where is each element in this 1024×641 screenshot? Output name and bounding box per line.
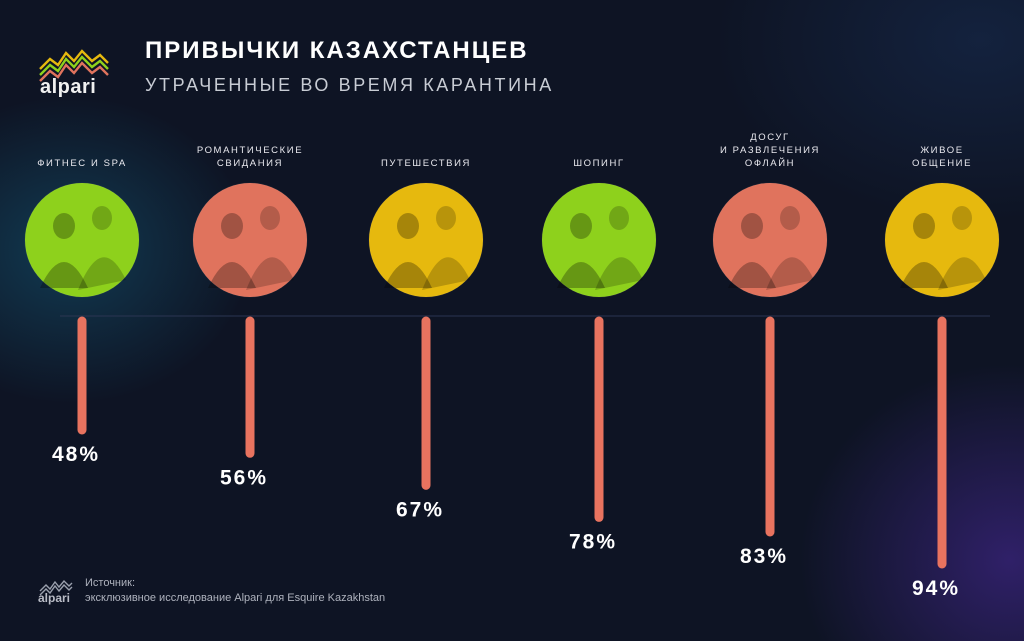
category-label: ШОПИНГ <box>573 158 624 169</box>
figure-head-icon <box>53 213 75 239</box>
photo-circle <box>369 183 483 297</box>
figure-body-icon <box>595 257 643 290</box>
photo-circle-rim <box>24 182 140 298</box>
figure-body-icon <box>384 262 432 288</box>
category-label: ОБЩЕНИЕ <box>912 158 972 169</box>
alpari-logo-icon <box>39 49 109 82</box>
figure-head-icon <box>397 213 419 239</box>
figure-body-icon <box>728 262 776 288</box>
alpari-small-logo-icon <box>39 579 73 596</box>
figure-head-icon <box>780 206 800 230</box>
figure-body-icon <box>40 262 88 288</box>
page-title: ПРИВЫЧКИ КАЗАХСТАНЦЕВ <box>145 37 529 64</box>
source-text: эксклюзивное исследование Alpari для Esq… <box>85 592 386 604</box>
figure-head-icon <box>221 213 243 239</box>
category-label: ДОСУГ <box>750 132 790 143</box>
footer-logo-text: alpari <box>38 591 71 605</box>
figure-head-icon <box>741 213 763 239</box>
category-label: ЖИВОЕ <box>920 145 963 156</box>
figure-head-icon <box>952 206 972 230</box>
figure-body-icon <box>557 262 605 288</box>
figure-head-icon <box>570 213 592 239</box>
figure-body-icon <box>78 257 126 290</box>
photo-circle-rim <box>541 182 657 298</box>
photo-circle-rim <box>712 182 828 298</box>
figure-head-icon <box>260 206 280 230</box>
category-label: СВИДАНИЯ <box>217 158 283 169</box>
category-label: ФИТНЕС И SPA <box>37 158 127 169</box>
figure-body-icon <box>938 257 986 290</box>
figure-head-icon <box>609 206 629 230</box>
figure-head-icon <box>92 206 112 230</box>
photo-circle <box>542 183 656 297</box>
source-title: Источник: <box>85 577 136 589</box>
photo-circle <box>713 183 827 297</box>
category-label: ПУТЕШЕСТВИЯ <box>381 158 471 169</box>
value-label: 48% <box>52 443 100 466</box>
category-label: И РАЗВЛЕЧЕНИЯ <box>720 145 820 156</box>
photo-circle-rim <box>192 182 308 298</box>
photo-circle-rim <box>368 182 484 298</box>
figure-body-icon <box>900 262 948 288</box>
figure-head-icon <box>913 213 935 239</box>
value-label: 94% <box>912 577 960 600</box>
value-label: 67% <box>396 498 444 521</box>
category-label: ОФЛАЙН <box>745 157 795 169</box>
photo-circle <box>885 183 999 297</box>
photo-circle <box>193 183 307 297</box>
category-label: РОМАНТИЧЕСКИЕ <box>197 145 303 156</box>
page-subtitle: УТРАЧЕННЫЕ ВО ВРЕМЯ КАРАНТИНА <box>145 75 554 95</box>
photo-circle-rim <box>884 182 1000 298</box>
figure-head-icon <box>436 206 456 230</box>
figure-body-icon <box>246 257 294 290</box>
figure-body-icon <box>422 257 470 290</box>
value-label: 83% <box>740 545 788 568</box>
figure-body-icon <box>208 262 256 288</box>
figure-body-icon <box>766 257 814 290</box>
value-label: 78% <box>569 530 617 553</box>
logo-text: alpari <box>40 76 97 98</box>
value-label: 56% <box>220 466 268 489</box>
photo-circle <box>25 183 139 297</box>
